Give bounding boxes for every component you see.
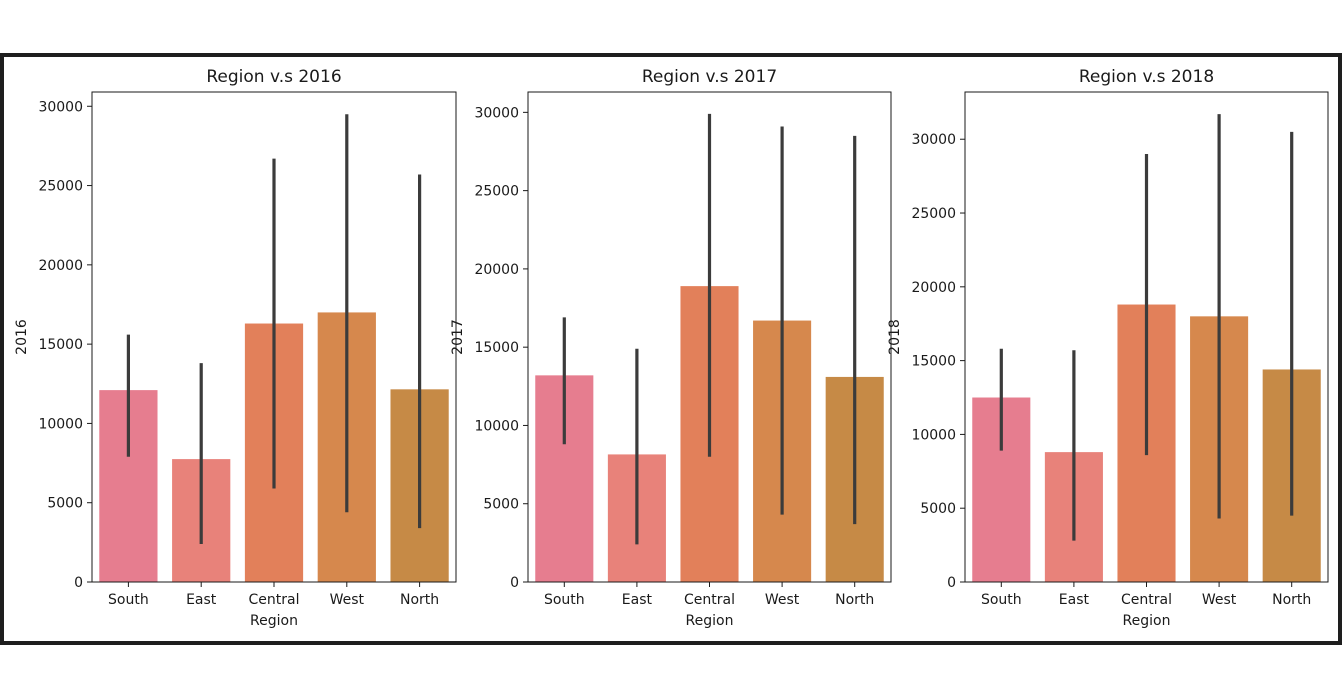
y-tick-label: 15000	[38, 337, 83, 353]
chart-panel-0: 0 5000 10000 15000 20000 25000 30000 South East C…	[14, 67, 457, 629]
y-tick-label: 0	[510, 575, 519, 591]
y-tick-label: 10000	[474, 418, 519, 434]
chart-panel-2: 0 5000 10000 15000 20000 25000 30000 South East C…	[887, 67, 1329, 629]
y-tick-label: 25000	[911, 206, 956, 222]
x-tick-label-central: Central	[249, 592, 300, 608]
x-tick-label-east: East	[186, 592, 217, 608]
y-tick-label: 20000	[38, 258, 83, 274]
x-tick-label-west: West	[1202, 592, 1237, 608]
y-axis-label: 2018	[887, 319, 903, 355]
y-tick-label: 5000	[47, 496, 83, 512]
x-axis-label: Region	[686, 613, 734, 629]
x-tick-label-central: Central	[684, 592, 735, 608]
y-tick-label: 10000	[911, 427, 956, 443]
x-tick-label-north: North	[1272, 592, 1311, 608]
y-tick-label: 20000	[911, 280, 956, 296]
y-tick-label: 25000	[38, 179, 83, 195]
x-tick-label-south: South	[108, 592, 149, 608]
x-tick-label-north: North	[835, 592, 874, 608]
y-tick-label: 30000	[474, 105, 519, 121]
y-tick-label: 15000	[911, 354, 956, 370]
x-tick-label-north: North	[400, 592, 439, 608]
y-tick-label: 30000	[911, 132, 956, 148]
chart-title: Region v.s 2016	[206, 67, 341, 87]
chart-panel-1: 0 5000 10000 15000 20000 25000 30000 South East C…	[450, 67, 892, 629]
y-axis-label: 2017	[450, 319, 466, 355]
chart-title: Region v.s 2018	[1079, 67, 1214, 87]
y-tick-label: 15000	[474, 340, 519, 356]
x-tick-label-central: Central	[1121, 592, 1172, 608]
chart-title: Region v.s 2017	[642, 67, 777, 87]
y-tick-label: 10000	[38, 416, 83, 432]
x-tick-label-east: East	[622, 592, 653, 608]
x-tick-label-west: West	[330, 592, 365, 608]
x-tick-label-west: West	[765, 592, 800, 608]
y-tick-label: 5000	[483, 497, 519, 513]
y-tick-label: 30000	[38, 99, 83, 115]
x-tick-label-east: East	[1059, 592, 1090, 608]
x-axis-label: Region	[1123, 613, 1171, 629]
y-tick-label: 0	[74, 575, 83, 591]
y-tick-label: 5000	[920, 501, 956, 517]
y-tick-label: 0	[947, 575, 956, 591]
y-tick-label: 25000	[474, 184, 519, 200]
x-tick-label-south: South	[544, 592, 585, 608]
x-axis-label: Region	[250, 613, 298, 629]
y-tick-label: 20000	[474, 262, 519, 278]
x-tick-label-south: South	[981, 592, 1022, 608]
y-axis-label: 2016	[14, 319, 30, 355]
